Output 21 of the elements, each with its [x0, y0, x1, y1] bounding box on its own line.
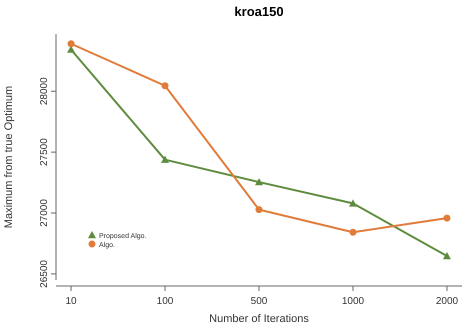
y-axis-title: Maximum from true Optimum — [3, 86, 15, 228]
point — [348, 199, 357, 207]
y-tick-label: 28000 — [39, 76, 50, 106]
x-tick-label: 100 — [156, 296, 174, 307]
point — [443, 214, 450, 222]
point — [256, 206, 262, 214]
x-axis-title: Number of Iterations — [209, 313, 310, 325]
y-tick-label: 26500 — [39, 260, 50, 288]
y-tick-label: 27000 — [39, 198, 50, 227]
point — [349, 228, 356, 236]
point — [255, 178, 263, 186]
point — [161, 156, 170, 163]
point — [162, 82, 169, 90]
y-tick-label: 27500 — [39, 138, 50, 166]
chart-title: kroa150 — [234, 4, 284, 19]
x-tick-label: 1000 — [342, 296, 365, 307]
x-tick-label: 500 — [250, 296, 268, 307]
point — [442, 252, 451, 260]
x-tick-label: 10 — [65, 296, 78, 307]
x-tick-label: 2000 — [436, 296, 459, 307]
point — [68, 40, 75, 48]
